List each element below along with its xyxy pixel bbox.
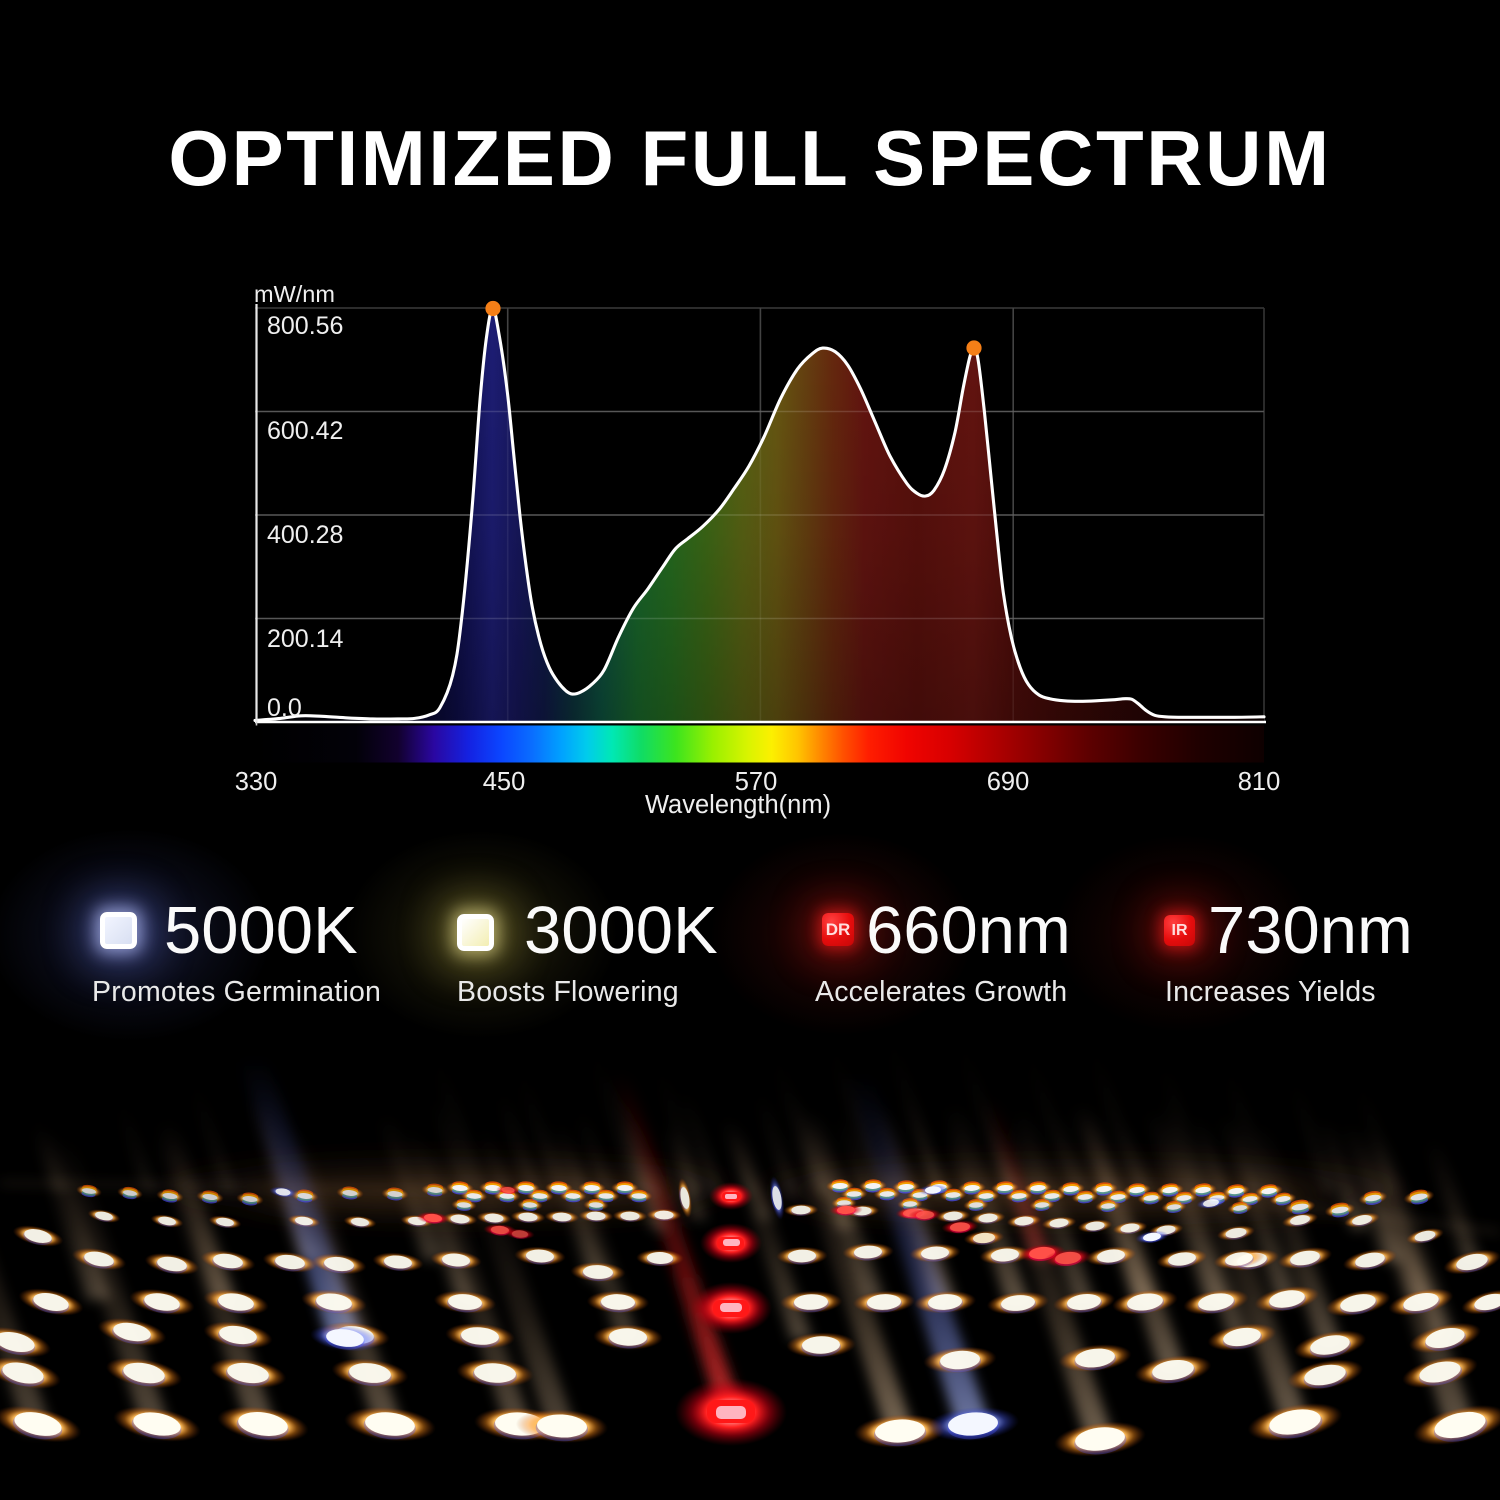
svg-text:400.28: 400.28 [267, 521, 343, 549]
svg-text:330: 330 [235, 768, 278, 796]
svg-text:Wavelength(nm): Wavelength(nm) [645, 791, 831, 819]
svg-text:0.0: 0.0 [267, 694, 302, 722]
svg-text:800.56: 800.56 [267, 312, 343, 340]
svg-text:810: 810 [1238, 768, 1281, 796]
svg-text:200.14: 200.14 [267, 625, 344, 653]
svg-text:600.42: 600.42 [267, 417, 343, 445]
svg-text:570: 570 [735, 768, 778, 796]
svg-text:450: 450 [483, 768, 526, 796]
svg-text:mW/nm: mW/nm [254, 281, 335, 307]
svg-text:690: 690 [987, 768, 1030, 796]
